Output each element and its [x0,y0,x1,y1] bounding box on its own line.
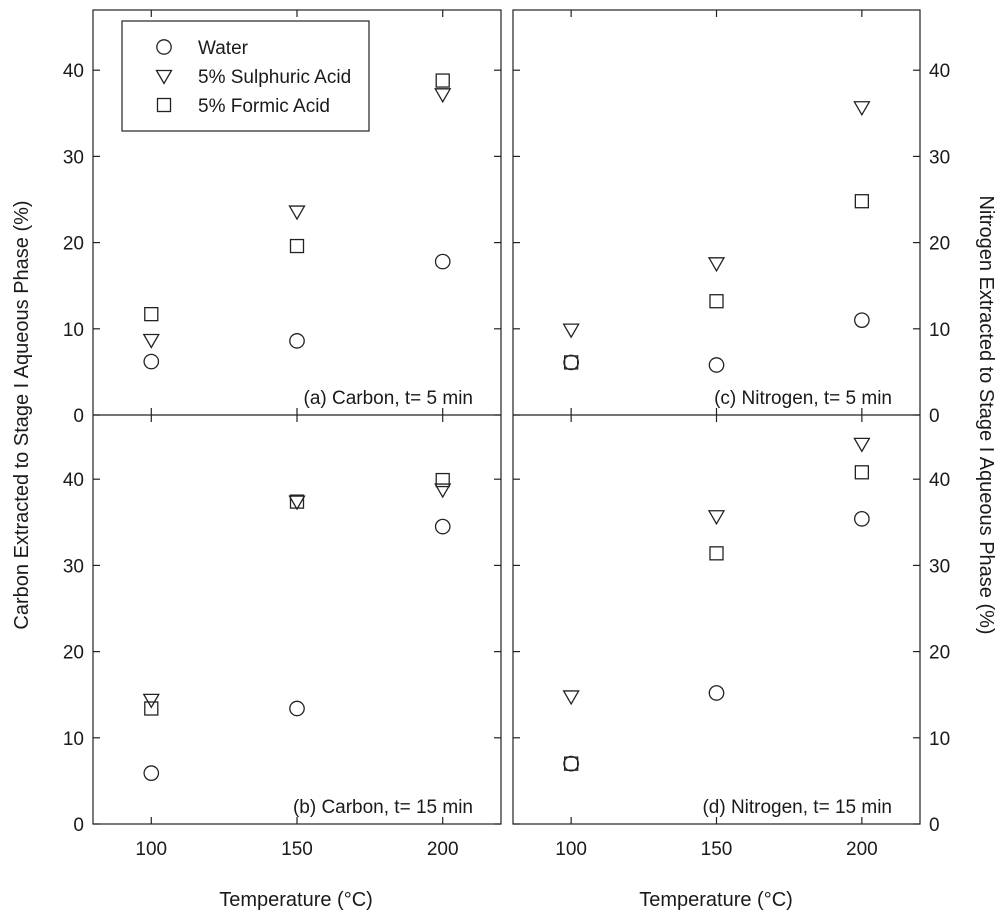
data-point-d-circle [854,511,870,527]
axis-ticks [93,10,920,825]
legend-label: Water [198,38,249,59]
y-axis-label-right: Nitrogen Extracted to Stage I Aqueous Ph… [975,195,997,634]
data-point-d-triangle-down [707,510,726,526]
y-tick-label: 10 [63,729,84,750]
panel-title-b: (b) Carbon, t= 15 min [293,797,473,818]
y-tick-label: 30 [63,556,84,577]
legend-marker-circle [156,39,172,55]
x-tick-label: 200 [427,839,459,860]
data-point-c-square [709,294,724,309]
data-point-c-triangle-down [853,101,871,117]
y-tick-label: 0 [73,406,84,427]
data-point-c-circle [854,312,870,329]
data-point-b-triangle-down [288,495,306,511]
legend-label: 5% Sulphuric Acid [198,67,351,88]
panel-frames [92,9,921,825]
y-axis-label-left: Carbon Extracted to Stage I Aqueous Phas… [11,200,33,629]
data-point-c-triangle-down [562,323,580,339]
y-tick-label: 10 [929,320,950,341]
data-point-c-circle [708,357,725,373]
y-tick-label: 20 [63,643,84,664]
data-point-b-circle [289,700,305,717]
data-point-d-circle [563,755,579,772]
data-point-a-circle [289,333,305,349]
data-point-d-triangle-down [562,690,580,706]
y-tick-label: 10 [63,320,84,341]
data-point-a-square [289,238,305,254]
data-point-c-triangle-down [707,257,726,273]
data-point-d-square [563,756,579,771]
x-tick-label: 100 [555,839,587,860]
data-point-a-circle [143,353,160,370]
panel-title-c: (c) Nitrogen, t= 5 min [714,388,892,409]
data-point-d-square [709,546,724,561]
x-tick-label: 200 [846,839,878,860]
data-point-a-triangle-down [434,88,452,104]
data-point-a-square [435,73,450,88]
legend-box [121,20,370,132]
data-point-a-square [144,306,159,322]
y-tick-label: 30 [929,147,950,168]
data-point-b-circle [434,518,451,535]
panel-titles: (a) Carbon, t= 5 min (c) Nitrogen, t= 5 m… [293,388,892,818]
data-point-d-triangle-down [853,437,871,453]
data-point-b-circle [143,765,160,781]
panel-title-d: (d) Nitrogen, t= 15 min [702,797,892,818]
data-point-d-square [854,465,870,480]
data-point-c-square [854,194,870,209]
y-tick-label: 40 [929,61,950,82]
legend-marker-square [156,97,172,113]
x-axis-label-left: Temperature (°C) [219,889,373,911]
data-point-b-triangle-down [142,693,160,709]
x-tick-label: 150 [701,839,733,860]
y-tick-label: 0 [73,815,84,836]
data-point-d-circle [708,685,725,701]
data-point-a-triangle-down [288,205,306,221]
y-tick-label: 20 [63,234,84,255]
x-tick-label: 100 [135,839,167,860]
data-point-a-triangle-down [142,333,160,349]
y-tick-label: 40 [63,61,84,82]
legend-label: 5% Formic Acid [198,96,330,117]
y-tick-label: 20 [929,643,950,664]
data-markers [142,73,871,781]
legend: Water 5% Sulphuric Acid 5% Formic Acid [121,20,370,132]
y-tick-label: 0 [929,815,940,836]
data-point-b-square [289,494,305,509]
data-point-b-triangle-down [434,483,452,499]
y-tick-label: 0 [929,406,940,427]
panel-title-a: (a) Carbon, t= 5 min [304,388,474,409]
y-tick-label: 40 [929,470,950,491]
data-point-a-circle [434,253,451,270]
x-axis-label-right: Temperature (°C) [639,889,793,911]
legend-marker-triangle-down [155,69,173,85]
y-tick-label: 10 [929,729,950,750]
data-point-c-square [563,355,579,370]
y-tick-label: 40 [63,470,84,491]
data-point-c-circle [563,354,579,371]
data-point-b-square [144,701,159,716]
x-tick-label: 150 [281,839,313,860]
y-tick-label: 30 [63,147,84,168]
tick-labels: 0 10 20 30 40 0 10 20 30 40 0 10 20 30 40 0 10 20 30 40 100 1… [63,61,950,860]
y-tick-label: 20 [929,234,950,255]
y-tick-label: 30 [929,556,950,577]
data-point-b-square [435,472,450,488]
